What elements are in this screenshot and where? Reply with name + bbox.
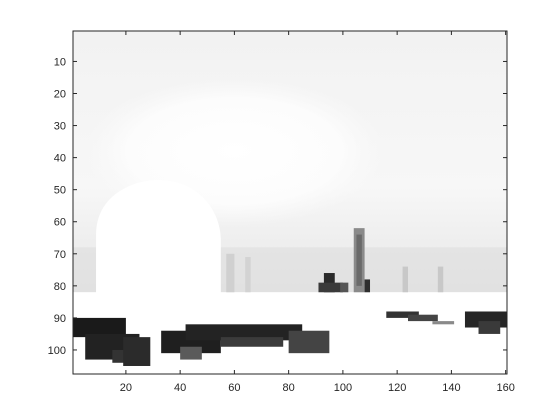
heatmap-block bbox=[180, 347, 202, 360]
y-tick-label: 100 bbox=[48, 345, 66, 357]
x-tick-label: 100 bbox=[334, 382, 352, 394]
y-tick-label: 30 bbox=[54, 121, 66, 133]
x-tick-label: 40 bbox=[174, 382, 186, 394]
x-tick-label: 20 bbox=[120, 382, 132, 394]
x-tick-label: 120 bbox=[388, 382, 406, 394]
heatmap-block bbox=[408, 315, 438, 321]
y-tick-label: 80 bbox=[54, 281, 66, 293]
heatmap-block bbox=[318, 283, 342, 293]
heatmap-block bbox=[221, 337, 283, 347]
y-tick-label: 40 bbox=[54, 153, 66, 165]
heatmap-block bbox=[365, 279, 370, 292]
heatmap-block bbox=[123, 337, 150, 366]
heatmap-block bbox=[289, 331, 330, 353]
heatmap-block bbox=[356, 235, 361, 286]
y-tick-label: 10 bbox=[54, 56, 66, 68]
heatmap-block bbox=[438, 267, 443, 293]
y-tick-label: 90 bbox=[54, 313, 66, 325]
y-tick-label: 20 bbox=[54, 89, 66, 101]
heatmap-block bbox=[245, 257, 250, 292]
y-tick-label: 70 bbox=[54, 249, 66, 261]
x-tick-label: 140 bbox=[442, 382, 460, 394]
heatmap-block bbox=[340, 283, 348, 293]
x-tick-label: 60 bbox=[228, 382, 240, 394]
heatmap-block bbox=[432, 321, 454, 324]
heatmap-block bbox=[226, 254, 234, 292]
heatmap-region-bright bbox=[96, 180, 221, 299]
y-tick-label: 60 bbox=[54, 217, 66, 229]
heatmap-block bbox=[403, 267, 408, 293]
y-tick-label: 50 bbox=[54, 185, 66, 197]
x-tick-label: 80 bbox=[283, 382, 295, 394]
heatmap-block bbox=[479, 321, 501, 334]
heatmap-image bbox=[73, 31, 507, 374]
x-tick-label: 160 bbox=[496, 382, 514, 394]
